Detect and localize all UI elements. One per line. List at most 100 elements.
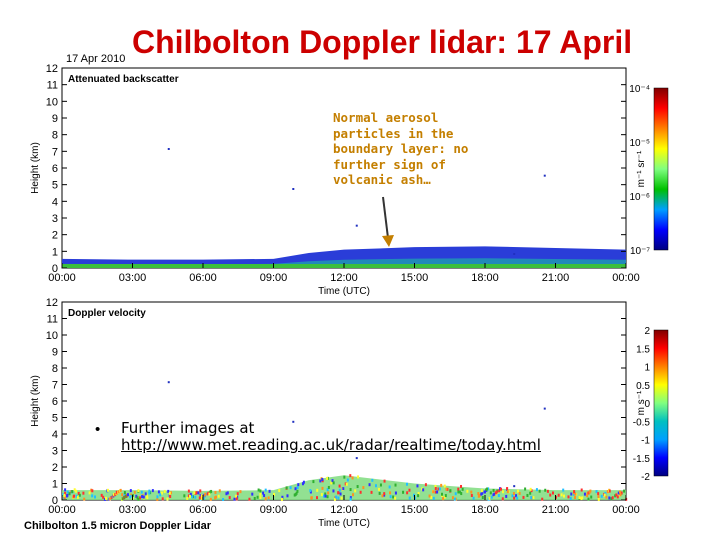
x-tick-label: 09:00 <box>260 504 288 516</box>
colorbar-label: 10⁻⁷ <box>630 246 650 257</box>
footer-caption: Chilbolton 1.5 micron Doppler Lidar <box>24 520 212 532</box>
date-label: 17 Apr 2010 <box>66 53 126 65</box>
velocity-speckle <box>198 496 201 500</box>
velocity-speckle <box>119 488 122 492</box>
velocity-speckle <box>570 492 573 496</box>
velocity-speckle <box>140 490 143 494</box>
velocity-speckle <box>608 496 611 500</box>
velocity-speckle <box>392 495 395 499</box>
annotation-text: Normal aerosol particles in the boundary… <box>333 110 469 187</box>
velocity-speckle <box>586 494 589 498</box>
y-tick-label: 7 <box>52 146 58 158</box>
velocity-speckle <box>326 476 329 480</box>
sparse-return <box>513 253 516 255</box>
velocity-speckle <box>388 485 391 489</box>
velocity-speckle <box>106 488 109 492</box>
velocity-speckle <box>251 492 254 496</box>
velocity-speckle <box>239 490 242 494</box>
velocity-speckle <box>406 491 409 495</box>
velocity-speckle <box>77 491 80 495</box>
velocity-speckle <box>253 496 256 500</box>
velocity-speckle <box>71 490 74 494</box>
velocity-speckle <box>383 492 386 496</box>
velocity-speckle <box>349 474 352 478</box>
sparse-return <box>292 188 295 190</box>
velocity-speckle <box>359 490 362 494</box>
velocity-speckle <box>567 495 570 499</box>
sparse-return <box>543 407 546 410</box>
velocity-speckle <box>563 494 566 498</box>
velocity-speckle <box>204 492 207 496</box>
velocity-speckle <box>457 490 460 494</box>
velocity-speckle <box>597 497 600 501</box>
velocity-speckle <box>225 492 228 496</box>
velocity-speckle <box>129 494 132 498</box>
velocity-speckle <box>278 489 281 493</box>
velocity-speckle <box>141 495 144 499</box>
x-tick-label: 06:00 <box>189 272 217 284</box>
velocity-speckle <box>62 493 65 497</box>
velocity-speckle <box>524 487 527 491</box>
velocity-speckle <box>316 488 319 492</box>
velocity-speckle <box>222 497 225 501</box>
velocity-speckle <box>457 487 460 491</box>
velocity-speckle <box>441 492 444 496</box>
velocity-speckle <box>90 488 93 492</box>
velocity-speckle <box>142 495 145 499</box>
velocity-speckle <box>623 489 626 493</box>
velocity-speckle <box>66 490 69 494</box>
velocity-speckle <box>488 496 491 500</box>
velocity-speckle <box>210 489 213 493</box>
velocity-speckle <box>189 492 192 496</box>
velocity-speckle <box>295 491 298 495</box>
colorbar-label: 10⁻⁴ <box>629 84 650 95</box>
velocity-speckle <box>498 489 501 493</box>
velocity-speckle <box>103 497 106 501</box>
annotation-arrow <box>382 196 389 239</box>
x-tick-label: 15:00 <box>401 504 429 516</box>
velocity-speckle <box>583 492 586 496</box>
sparse-return <box>543 174 546 177</box>
velocity-speckle <box>167 489 170 493</box>
velocity-speckle <box>394 491 397 495</box>
velocity-speckle <box>333 497 336 501</box>
colorbar-label: -1 <box>641 436 650 447</box>
velocity-speckle <box>114 493 117 497</box>
velocity-speckle <box>228 496 231 500</box>
velocity-speckle <box>470 490 473 494</box>
velocity-speckle <box>78 493 81 497</box>
velocity-speckle <box>91 489 94 493</box>
x-tick-label: 21:00 <box>542 504 570 516</box>
y-tick-label: 5 <box>52 180 58 192</box>
colorbar-label: -1.5 <box>633 454 651 465</box>
velocity-speckle <box>557 493 560 497</box>
realtime-link[interactable]: http://www.met.reading.ac.uk/radar/realt… <box>121 436 541 454</box>
velocity-speckle <box>337 496 340 500</box>
velocity-speckle <box>199 493 202 497</box>
velocity-speckle <box>94 495 97 499</box>
velocity-speckle <box>169 495 172 499</box>
velocity-speckle <box>587 497 590 501</box>
velocity-speckle <box>604 491 607 495</box>
velocity-speckle <box>104 496 107 500</box>
velocity-speckle <box>544 488 547 492</box>
velocity-speckle <box>453 497 456 501</box>
velocity-speckle <box>123 495 126 499</box>
velocity-speckle <box>560 493 563 497</box>
velocity-speckle <box>324 494 327 498</box>
velocity-speckle <box>402 490 405 494</box>
velocity-speckle <box>349 488 352 492</box>
panel-title: Attenuated backscatter <box>68 74 179 85</box>
velocity-speckle <box>434 486 437 490</box>
velocity-speckle <box>145 494 148 498</box>
velocity-speckle <box>617 493 620 497</box>
velocity-speckle <box>163 489 166 493</box>
y-tick-label: 12 <box>46 63 58 75</box>
velocity-speckle <box>160 491 163 495</box>
velocity-speckle <box>541 497 544 501</box>
velocity-speckle <box>493 492 496 496</box>
y-tick-label: 12 <box>46 297 58 309</box>
velocity-speckle <box>183 494 186 498</box>
